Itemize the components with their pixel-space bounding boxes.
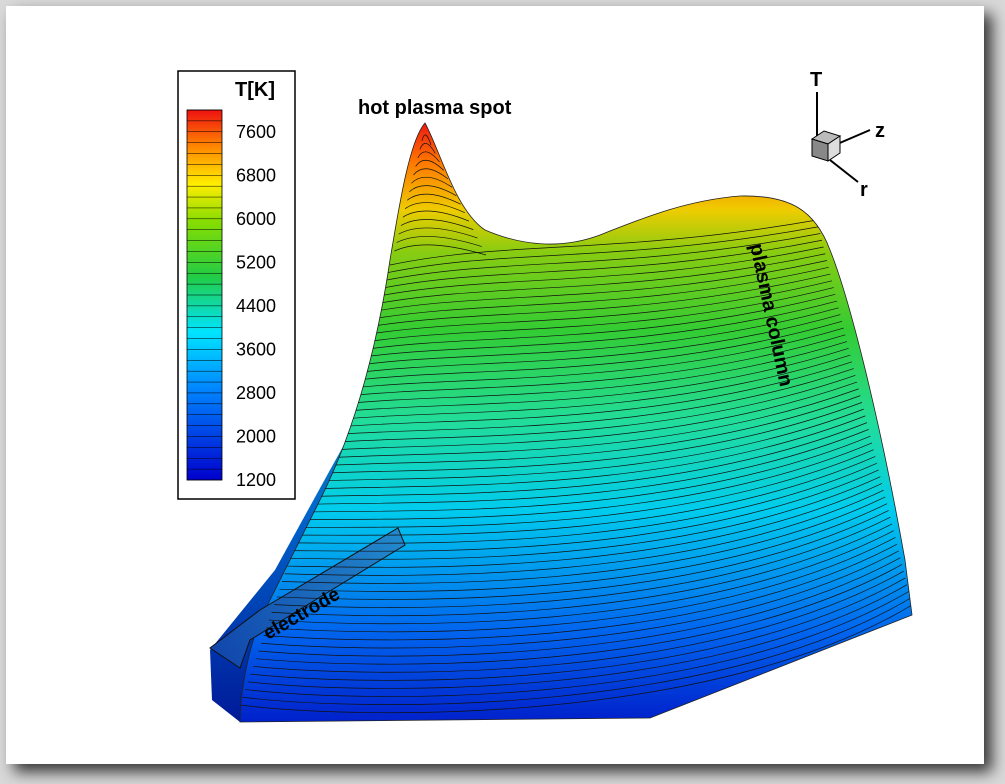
hot-spot-contour (404, 202, 465, 214)
contour-line (350, 320, 843, 382)
colorbar-tick-label: 2800 (236, 383, 276, 403)
contour-line (250, 577, 906, 681)
contour-line (263, 543, 898, 641)
contour-line (366, 280, 833, 335)
contour-line (371, 266, 829, 320)
contour-line (337, 354, 851, 420)
contour-line (334, 361, 853, 428)
hot-spot-contour (402, 210, 470, 222)
contour-line (295, 462, 878, 544)
hot-spot-contour (398, 227, 478, 239)
hot-spot-contour (394, 244, 487, 256)
contour-line (358, 300, 838, 358)
colorbar-tick-label: 1200 (236, 470, 276, 490)
colorbar: T[K] 7600 6800 6000 5200 4400 3600 2800 2000 120… (177, 70, 296, 500)
contour-line (282, 496, 886, 584)
colorbar-tick-label: 6000 (236, 209, 276, 229)
contour-line (376, 253, 826, 304)
contour-line (374, 260, 828, 312)
contour-line (389, 219, 818, 266)
hot-spot-contour (415, 160, 444, 171)
contour-line (318, 402, 863, 474)
contour-line (287, 483, 883, 568)
contour-line (355, 307, 839, 366)
contour-line (261, 550, 899, 649)
contour-line (266, 537, 896, 633)
contour-line (321, 395, 861, 467)
hot-spot-contour (417, 151, 440, 163)
contour-line (258, 557, 901, 657)
contour-line (303, 442, 873, 521)
contour-line (345, 334, 846, 397)
hot-spot-contour (406, 193, 461, 205)
contour-line (253, 570, 904, 673)
axis-triad: T z r (810, 69, 885, 201)
contour-line (313, 415, 866, 490)
contour-line (324, 388, 859, 459)
contour-line (276, 510, 889, 600)
r-axis-label: r (860, 179, 868, 201)
contour-line (268, 530, 894, 625)
contour-line (311, 422, 868, 497)
colorbar-tick-label: 6800 (236, 165, 276, 185)
hot-spot-contour (409, 185, 457, 197)
contour-line (353, 314, 841, 374)
colorbar-tick-label: 4400 (236, 296, 276, 316)
contour-lines (240, 134, 912, 714)
contour-line (316, 408, 864, 482)
contour-line (284, 489, 884, 576)
colorbar-ticks: 7600 6800 6000 5200 4400 3600 2800 2000 1200 (236, 122, 276, 490)
contour-line (384, 233, 821, 281)
hot-spot-contour (396, 236, 482, 247)
contour-line (382, 239, 823, 289)
contour-line (361, 293, 836, 351)
contour-line (368, 273, 831, 328)
hot-spot-contour (400, 219, 474, 230)
hot-spot-contour (421, 134, 432, 146)
surface-mesh (209, 122, 913, 723)
contour-line (379, 246, 824, 297)
contour-line (274, 516, 891, 608)
contour-line (347, 327, 844, 389)
peak-label: hot plasma spot (358, 97, 512, 119)
contour-line (339, 347, 849, 413)
z-axis-line (834, 129, 871, 146)
colorbar-title: T[K] (235, 79, 275, 101)
contour-line (300, 449, 874, 528)
colorbar-tick-label: 7600 (236, 122, 276, 142)
colorbar-tick-label: 5200 (236, 252, 276, 272)
contour-line (279, 503, 888, 592)
contour-line (297, 456, 876, 536)
axis-cube-icon (810, 130, 842, 162)
hot-spot-contour (413, 168, 449, 180)
contour-line (242, 597, 911, 705)
hot-spot-contour (419, 143, 436, 154)
contour-line (289, 476, 881, 560)
hot-spot-contour (411, 176, 453, 188)
contour-line (329, 375, 856, 443)
z-axis-label: z (875, 120, 885, 142)
contour-line (332, 368, 854, 436)
contour-line (240, 604, 912, 714)
contour-line (305, 435, 871, 513)
contour-line (245, 591, 909, 697)
r-axis-line (829, 159, 859, 183)
contour-line (247, 584, 908, 689)
contour-line (292, 469, 879, 552)
t-axis-label: T (810, 69, 822, 91)
contour-line (326, 381, 858, 451)
colorbar-tick-label: 2000 (236, 426, 276, 446)
contour-line (387, 226, 819, 274)
contour-line (342, 341, 848, 405)
contour-line (308, 429, 869, 505)
contour-line (255, 564, 903, 665)
colorbar-bands (187, 109, 222, 481)
contour-line (363, 287, 834, 343)
contour-line (271, 523, 893, 617)
colorbar-tick-label: 3600 (236, 339, 276, 359)
